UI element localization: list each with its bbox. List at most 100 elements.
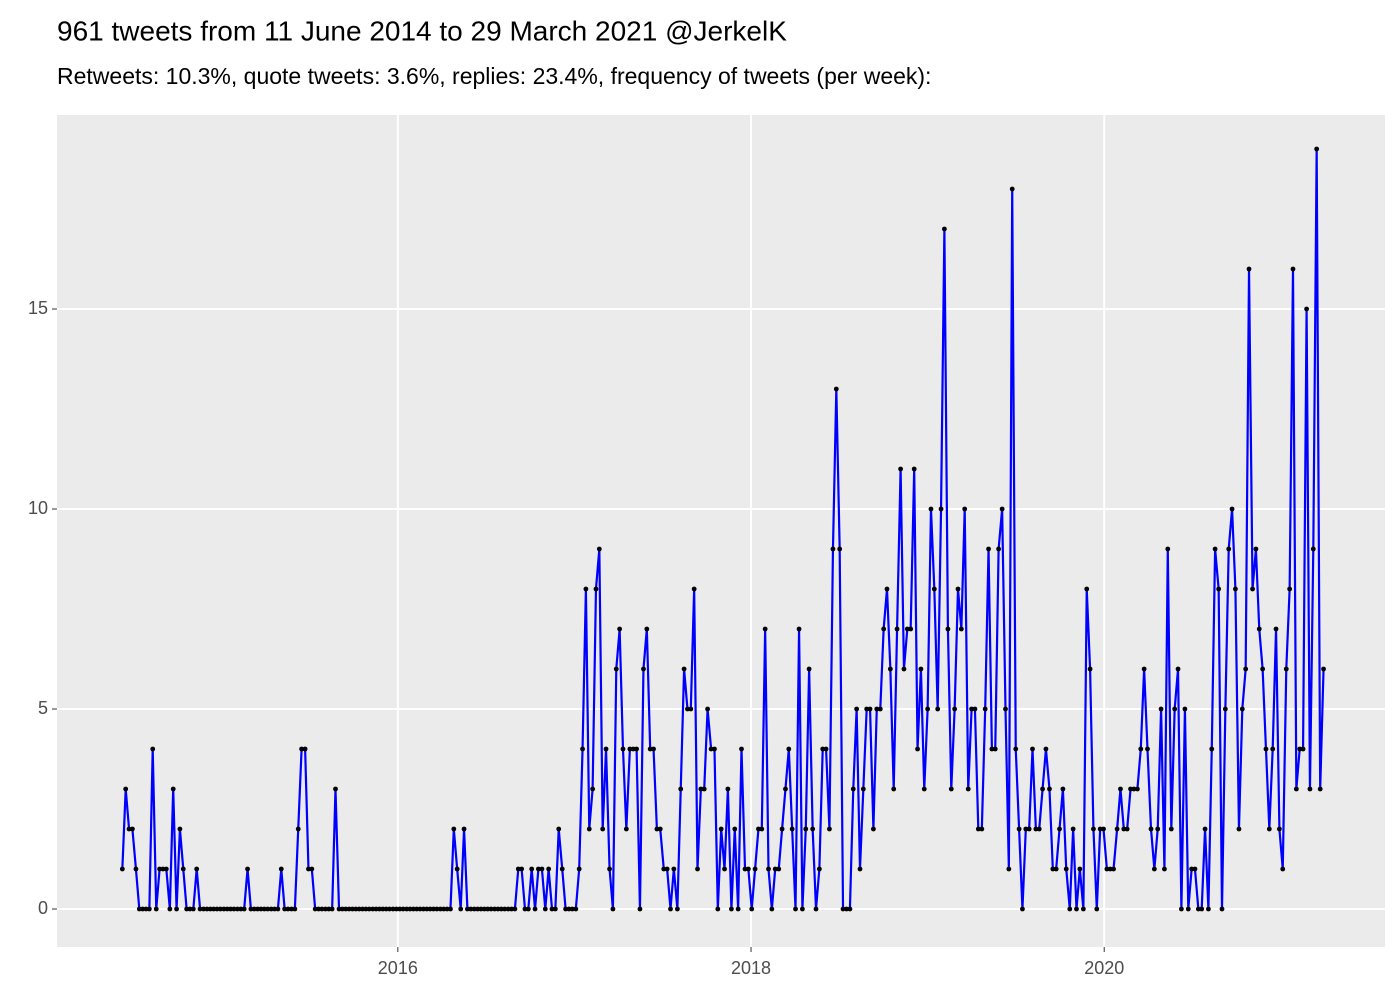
data-point <box>1256 626 1262 632</box>
data-point <box>1270 746 1276 752</box>
data-point <box>1074 906 1079 912</box>
data-point <box>1094 906 1100 912</box>
data-point <box>366 906 372 912</box>
data-point <box>1226 546 1232 552</box>
data-point <box>877 706 883 712</box>
data-point <box>180 866 186 872</box>
data-point <box>410 906 416 912</box>
data-point <box>1222 706 1228 712</box>
data-point <box>603 746 609 752</box>
data-point <box>478 906 484 912</box>
data-point <box>427 906 433 912</box>
data-point <box>691 586 697 592</box>
x-tick-label: 2016 <box>378 958 418 978</box>
data-point <box>1080 906 1086 912</box>
data-point <box>522 906 528 912</box>
data-point <box>630 746 636 752</box>
data-point <box>536 866 541 872</box>
data-point <box>847 906 853 912</box>
data-point <box>989 746 995 752</box>
data-point <box>417 906 423 912</box>
data-point <box>668 906 673 912</box>
data-point <box>414 906 420 912</box>
y-tick-label: 15 <box>28 298 48 318</box>
data-point <box>1138 746 1144 752</box>
data-point <box>397 906 403 912</box>
data-point <box>955 586 961 592</box>
data-point <box>749 906 755 912</box>
data-point <box>1047 786 1052 792</box>
data-point <box>1175 666 1181 672</box>
data-point <box>1003 706 1008 712</box>
data-point <box>593 586 599 592</box>
data-point <box>627 746 633 752</box>
data-point <box>373 906 379 912</box>
data-point <box>123 786 129 792</box>
data-point <box>803 826 809 832</box>
data-point <box>302 746 308 752</box>
data-point <box>434 906 440 912</box>
data-point <box>265 906 271 912</box>
data-point <box>481 906 487 912</box>
data-point <box>1276 826 1282 832</box>
data-point <box>800 906 805 912</box>
data-point <box>806 666 812 672</box>
data-point <box>207 906 213 912</box>
data-point <box>258 906 264 912</box>
data-point <box>739 746 744 752</box>
data-point <box>224 906 230 912</box>
data-point <box>190 906 196 912</box>
data-point <box>187 906 193 912</box>
data-point <box>725 786 731 792</box>
data-point <box>1260 666 1266 672</box>
data-point <box>569 906 575 912</box>
data-point <box>160 866 166 872</box>
data-point <box>552 906 558 912</box>
data-point <box>211 906 217 912</box>
data-point <box>529 866 535 872</box>
data-point <box>756 826 761 832</box>
data-point <box>1084 586 1090 592</box>
data-point <box>634 746 639 752</box>
data-point <box>1192 866 1198 872</box>
data-point <box>1107 866 1113 872</box>
data-point <box>174 906 179 912</box>
data-point <box>657 826 663 832</box>
data-point <box>590 786 596 792</box>
data-point <box>167 906 173 912</box>
data-point <box>786 746 792 752</box>
data-point <box>292 906 298 912</box>
data-point <box>512 906 518 912</box>
data-point <box>600 826 606 832</box>
data-point <box>729 906 734 912</box>
data-point <box>329 906 335 912</box>
data-point <box>623 826 629 832</box>
data-point <box>1283 666 1289 672</box>
data-point <box>712 746 717 752</box>
data-point <box>241 906 247 912</box>
data-point <box>705 706 710 712</box>
data-point <box>576 866 582 872</box>
data-point <box>871 826 876 832</box>
data-point <box>779 826 785 832</box>
data-point <box>1124 826 1130 832</box>
data-point <box>586 826 592 832</box>
data-point <box>678 786 684 792</box>
data-point <box>965 786 971 792</box>
data-point <box>1178 906 1184 912</box>
data-point <box>346 906 352 912</box>
data-point <box>982 706 988 712</box>
data-point <box>248 906 254 912</box>
data-point <box>1189 866 1195 872</box>
data-point <box>146 906 152 912</box>
data-point <box>214 906 220 912</box>
data-point <box>488 906 494 912</box>
data-point <box>1128 786 1133 792</box>
data-point <box>641 666 646 672</box>
data-point <box>556 826 562 832</box>
data-point <box>268 906 274 912</box>
data-point <box>509 906 514 912</box>
data-point <box>312 906 318 912</box>
data-point <box>796 626 802 632</box>
data-point <box>1148 826 1154 832</box>
